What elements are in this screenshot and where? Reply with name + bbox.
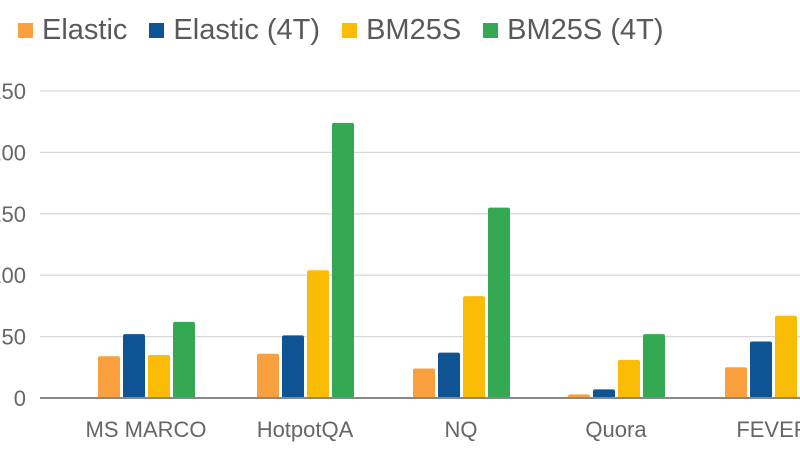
x-tick-label: Quora xyxy=(585,417,647,442)
x-tick-label: FEVER xyxy=(736,417,800,442)
x-tick-label: NQ xyxy=(445,417,478,442)
legend-label: Elastic (4T) xyxy=(173,14,321,46)
bar-bm25s xyxy=(307,270,329,398)
bar-elastic-4t xyxy=(282,335,304,398)
y-tick-label: 250 xyxy=(0,79,26,104)
bar-bm25s xyxy=(148,355,170,398)
bar-bm25s xyxy=(618,359,640,398)
bar-elastic-4t xyxy=(593,389,615,398)
bar-elastic xyxy=(98,356,120,398)
legend-item: Elastic (4T) xyxy=(149,14,320,47)
y-tick-label: 0 xyxy=(14,386,26,411)
legend-swatch xyxy=(149,23,165,38)
y-tick-label: 150 xyxy=(0,202,26,227)
x-tick-label: MS MARCO xyxy=(86,417,207,442)
legend-swatch xyxy=(342,23,358,38)
bar-elastic-4t xyxy=(750,341,772,398)
legend-label: BM25S (4T) xyxy=(507,14,664,46)
bar-elastic-4t xyxy=(438,352,460,398)
legend-swatch xyxy=(18,23,33,38)
legend: Elastic Elastic (4T) BM25S BM25S (4T) xyxy=(18,14,686,47)
bar-bm25s xyxy=(463,296,485,398)
y-tick-label: 50 xyxy=(2,325,26,350)
bar-bm25s-4t xyxy=(643,334,665,398)
bar-elastic xyxy=(413,368,435,398)
y-tick-label: 200 xyxy=(0,140,26,165)
bar-bm25s xyxy=(775,315,797,398)
bar-bm25s-4t xyxy=(488,207,510,398)
legend-label: Elastic xyxy=(42,14,128,46)
y-tick-label: 100 xyxy=(0,263,26,288)
bar-elastic-4t xyxy=(123,334,145,398)
legend-item: BM25S (4T) xyxy=(483,14,664,47)
bar-elastic xyxy=(725,367,747,398)
legend-swatch xyxy=(483,23,499,38)
legend-label: BM25S xyxy=(366,14,462,46)
bar-bm25s-4t xyxy=(332,122,354,398)
x-tick-label: HotpotQA xyxy=(257,417,354,442)
legend-item: BM25S xyxy=(342,14,461,47)
bar-bm25s-4t xyxy=(173,321,195,398)
bar-elastic xyxy=(257,353,279,398)
legend-item: Elastic xyxy=(18,14,127,47)
